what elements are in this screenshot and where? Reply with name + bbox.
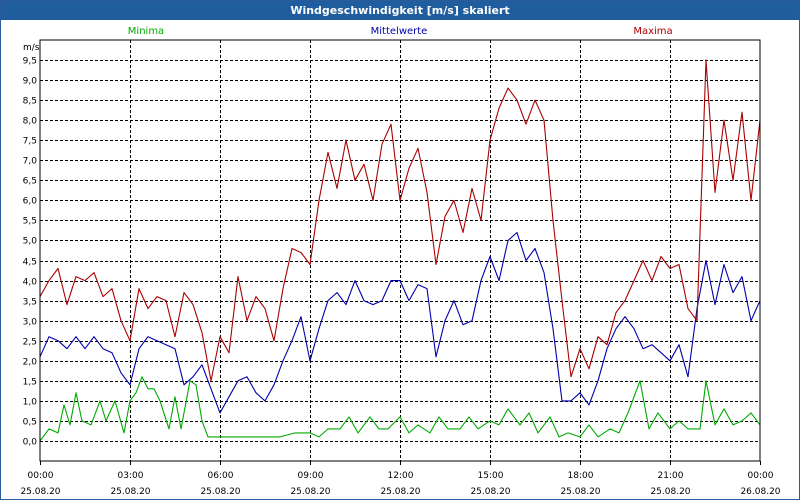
series-line-maxima xyxy=(39,59,761,382)
x-tick-date: 25.08.20 xyxy=(20,487,60,497)
x-tick-time: 06:00 xyxy=(208,471,234,481)
y-tick-label: 2,0 xyxy=(23,358,38,368)
y-tick-label: 0,0 xyxy=(23,438,38,448)
x-tick-time: 03:00 xyxy=(118,471,144,481)
y-tick-label: 5,5 xyxy=(23,217,37,227)
y-tick-label: 0,5 xyxy=(23,418,37,428)
grid xyxy=(40,40,760,461)
x-tick-time: 00:00 xyxy=(28,471,54,481)
y-tick-label: 6,0 xyxy=(23,197,38,207)
series-line-mittelwerte xyxy=(39,231,761,414)
y-tick-label: 9,0 xyxy=(23,77,38,87)
y-tick-label: 7,0 xyxy=(23,157,38,167)
legend-mittelwerte: Mittelwerte xyxy=(371,26,428,37)
y-tick-label: 3,0 xyxy=(23,318,38,328)
x-tick-date: 25.08.20 xyxy=(110,487,150,497)
y-tick-label: 6,5 xyxy=(23,177,37,187)
x-tick-time: 15:00 xyxy=(478,471,504,481)
x-tick-date: 25.08.20 xyxy=(650,487,690,497)
legend-maxima: Maxima xyxy=(633,26,672,37)
y-tick-label: 1,5 xyxy=(23,378,37,388)
y-tick-label: 4,0 xyxy=(23,278,38,288)
y-tick-label: 2,5 xyxy=(23,338,37,348)
y-tick-label: 8,0 xyxy=(23,117,38,127)
y-tick-label: 1,0 xyxy=(23,398,38,408)
legend-minima: Minima xyxy=(128,26,164,37)
y-tick-label: 8,5 xyxy=(23,97,37,107)
plot-frame xyxy=(39,39,761,462)
x-axis-ticks: 00:00 25.08.20 03:00 25.08.20 06:00 25.08.20 0… xyxy=(20,461,781,497)
x-tick-time: 09:00 xyxy=(298,471,324,481)
x-tick-time: 12:00 xyxy=(388,471,414,481)
x-tick-time: 00:00 xyxy=(748,471,774,481)
x-tick-date: 25.08.20 xyxy=(290,487,330,497)
y-tick-label: 7,5 xyxy=(23,137,37,147)
x-tick-date: 25.08.20 xyxy=(470,487,510,497)
y-tick-label: 3,5 xyxy=(23,298,37,308)
y-axis-ticks: 0,0 0,5 1,0 1,5 2,0 2,5 3,0 3,5 4,0 4,5 5,0 5,5 6,0 6… xyxy=(23,57,38,448)
series-line-minima xyxy=(39,376,761,442)
y-axis-label: m/s xyxy=(23,43,40,53)
y-tick-label: 4,5 xyxy=(23,258,37,268)
x-tick-time: 18:00 xyxy=(568,471,594,481)
y-tick-label: 5,0 xyxy=(23,237,38,247)
x-tick-date: 25.08.20 xyxy=(200,487,240,497)
window-title: Windgeschwindigkeit [m/s] skaliert xyxy=(1,1,799,20)
y-tick-label: 9,5 xyxy=(23,57,37,67)
series-lines xyxy=(39,59,761,442)
x-tick-time: 21:00 xyxy=(658,471,684,481)
x-tick-date: 25.08.20 xyxy=(380,487,420,497)
x-tick-date: 26.08.20 xyxy=(740,487,780,497)
x-tick-date: 25.08.20 xyxy=(560,487,600,497)
